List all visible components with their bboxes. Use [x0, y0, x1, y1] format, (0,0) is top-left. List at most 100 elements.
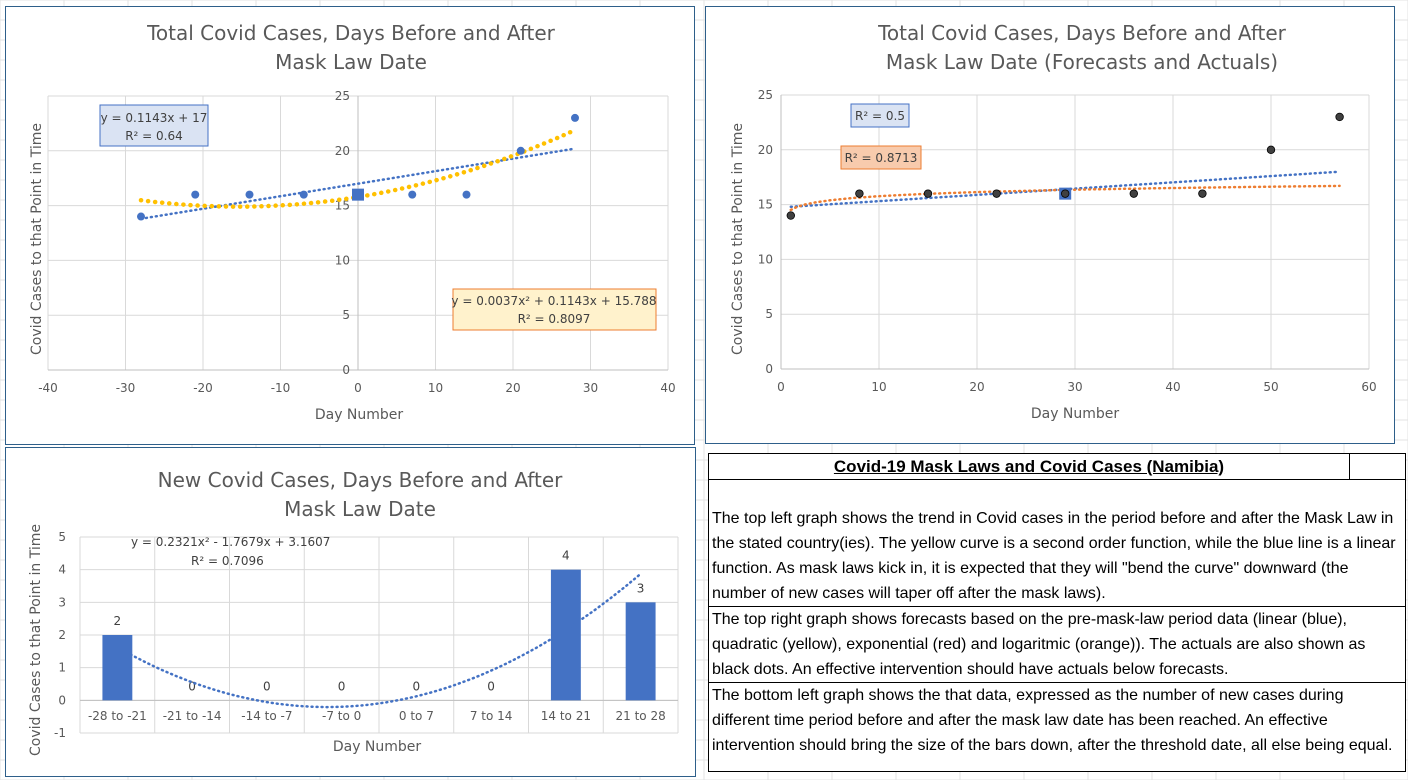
- actual-point: [1129, 189, 1138, 198]
- bar: [550, 569, 581, 701]
- linear-eq-box: [99, 104, 209, 147]
- bar: [102, 635, 133, 701]
- plot-grid: [47, 95, 669, 371]
- x-tick-label: -10: [271, 381, 291, 395]
- info-paragraph-top-left: The top left graph shows the trend in Co…: [709, 506, 1405, 607]
- x-tick-label: 0: [354, 381, 362, 395]
- chart-bottom-left[interactable]: New Covid Cases, Days Before and After M…: [5, 447, 696, 777]
- data-point: [516, 146, 525, 155]
- actual-point: [1266, 145, 1276, 154]
- info-table: Covid-19 Mask Laws and Covid Cases (Nami…: [708, 453, 1406, 772]
- x-axis-label: Day Number: [1031, 406, 1120, 422]
- actual-point: [786, 211, 795, 220]
- y-tick-label: 25: [335, 89, 350, 103]
- x-tick-label: 30: [583, 381, 598, 395]
- bar-value-label: 4: [562, 549, 570, 563]
- chart-bottom-left-svg: New Covid Cases, Days Before and After M…: [28, 468, 679, 756]
- data-point: [462, 190, 471, 199]
- axis-ticks: 0 10 20 30 40 50 60 0 5 10 15 20 25: [758, 88, 1377, 394]
- quadratic-eq-box: [452, 288, 657, 331]
- y-tick-label: 0: [342, 363, 350, 377]
- y-tick-label: 25: [758, 88, 773, 102]
- log-r2-box: [840, 145, 922, 170]
- axis-ticks: -40 -30 -20 -10 0 10 20 30 40 0 5 10 15 20 25: [38, 89, 675, 395]
- actual-point: [855, 189, 864, 198]
- x-tick-label: 21 to 28: [616, 709, 666, 723]
- actual-point: [1335, 112, 1344, 122]
- poly-trendline: [116, 572, 642, 709]
- x-axis-label: Day Number: [315, 407, 404, 423]
- x-tick-label: -28 to -21: [88, 709, 147, 723]
- bars: 2 0 0 0 0 0 4 3: [102, 549, 656, 701]
- chart-title-line-2: Mask Law Date: [275, 50, 427, 74]
- axis-ticks: -1 0 1 2 3 4 5 -28 to -21 -21 to -14 -14 to -7 -7 …: [54, 530, 666, 740]
- x-tick-label: -40: [38, 381, 58, 395]
- y-tick-label: 3: [58, 595, 66, 609]
- data-point: [137, 212, 145, 221]
- data-point: [299, 190, 308, 199]
- x-tick-label: 0: [777, 380, 785, 394]
- y-tick-label: 10: [758, 252, 773, 266]
- y-tick-label: 1: [58, 661, 66, 675]
- actual-point: [1061, 189, 1070, 198]
- info-header-row: Covid-19 Mask Laws and Covid Cases (Nami…: [709, 454, 1405, 480]
- y-tick-label: 20: [758, 143, 773, 157]
- chart-top-left[interactable]: Total Covid Cases, Days Before and After…: [5, 6, 695, 445]
- poly-equation: y = 0.2321x² - 1.7679x + 3.1607: [131, 535, 330, 549]
- bar-value-label: 0: [413, 679, 421, 693]
- x-tick-label: 20: [505, 381, 520, 395]
- y-tick-label: -1: [54, 726, 66, 740]
- x-tick-label: 14 to 21: [541, 709, 591, 723]
- y-tick-label: 0: [765, 362, 773, 376]
- y-tick-label: 2: [58, 628, 66, 642]
- y-tick-label: 15: [758, 198, 773, 212]
- info-paragraph-top-right: The top right graph shows forecasts base…: [709, 607, 1405, 683]
- data-point: [245, 190, 254, 199]
- x-tick-label: 10: [428, 381, 443, 395]
- quadratic-trendline: [138, 127, 578, 209]
- data-point: [408, 190, 417, 199]
- linear-r2-box: [850, 103, 910, 128]
- x-tick-label: -7 to 0: [322, 709, 361, 723]
- x-tick-label: 60: [1361, 380, 1376, 394]
- data-point: [571, 113, 579, 122]
- x-tick-label: 40: [660, 381, 675, 395]
- actual-point: [992, 189, 1001, 198]
- y-tick-label: 5: [342, 308, 350, 322]
- x-tick-label: -20: [193, 381, 213, 395]
- x-tick-label: -14 to -7: [241, 709, 292, 723]
- linear-equation: y = 0.1143x + 17: [101, 111, 208, 125]
- x-tick-label: -21 to -14: [163, 709, 222, 723]
- linear-r2: R² = 0.64: [125, 129, 183, 143]
- x-tick-label: 40: [1165, 380, 1180, 394]
- actual-point: [1198, 189, 1207, 198]
- y-tick-label: 0: [58, 693, 66, 707]
- chart-top-right[interactable]: Total Covid Cases, Days Before and After…: [705, 6, 1395, 444]
- x-tick-label: 50: [1263, 380, 1278, 394]
- trendlines: [138, 127, 578, 221]
- x-tick-label: 7 to 14: [470, 709, 513, 723]
- plot-grid: [780, 94, 1370, 370]
- linear-r2: R² = 0.5: [855, 109, 905, 123]
- blank-row[interactable]: [709, 480, 1405, 506]
- y-axis-label: Covid Cases to that Point in Time: [29, 123, 45, 355]
- chart-title-line-2: Mask Law Date: [284, 497, 436, 521]
- y-tick-label: 5: [58, 530, 66, 544]
- log-r2: R² = 0.8713: [845, 151, 918, 165]
- y-axis-label: Covid Cases to that Point in Time: [28, 524, 44, 756]
- x-tick-label: 30: [1067, 380, 1082, 394]
- x-tick-label: -30: [116, 381, 136, 395]
- x-tick-label: 10: [871, 380, 886, 394]
- y-tick-label: 4: [58, 563, 66, 577]
- chart-title-line-1: Total Covid Cases, Days Before and After: [877, 21, 1287, 45]
- bar-value-label: 2: [114, 614, 122, 628]
- mask-date-marker: [352, 188, 364, 201]
- y-tick-label: 10: [335, 253, 350, 267]
- info-paragraph-bottom-left: The bottom left graph shows the that dat…: [712, 687, 1393, 754]
- actual-points: [786, 112, 1344, 220]
- x-axis-label: Day Number: [333, 739, 422, 755]
- y-tick-label: 5: [765, 307, 773, 321]
- y-tick-label: 20: [335, 144, 350, 158]
- header-cell[interactable]: [1349, 454, 1405, 479]
- bar-value-label: 0: [487, 679, 495, 693]
